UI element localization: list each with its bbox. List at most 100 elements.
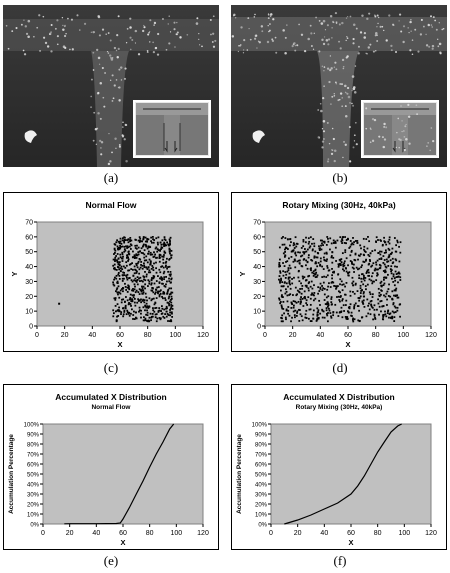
data-point — [339, 236, 342, 239]
data-point — [321, 276, 324, 278]
data-point — [289, 293, 292, 296]
x-tick-label: 40 — [320, 530, 328, 537]
data-point — [339, 291, 341, 294]
data-point — [390, 272, 393, 275]
data-point — [126, 256, 128, 259]
data-point — [145, 302, 148, 305]
data-point — [303, 252, 306, 255]
data-point — [148, 269, 151, 272]
data-point — [330, 316, 333, 319]
data-point — [396, 265, 398, 268]
data-point — [284, 292, 287, 295]
particle — [117, 47, 120, 50]
data-point — [125, 313, 128, 316]
data-point — [282, 252, 285, 255]
particle — [331, 37, 333, 39]
data-point — [367, 304, 370, 307]
data-point — [395, 276, 398, 278]
data-point — [399, 276, 402, 279]
data-point — [345, 317, 348, 320]
data-point — [145, 266, 148, 269]
data-point — [146, 261, 149, 264]
particle — [326, 24, 329, 27]
data-point — [121, 277, 124, 280]
particle — [93, 111, 96, 114]
data-point — [376, 259, 379, 262]
particle — [319, 102, 322, 105]
data-point — [319, 286, 322, 289]
data-point — [120, 313, 122, 315]
data-point — [170, 254, 173, 257]
y-tick-label: 70% — [255, 453, 268, 459]
particle — [272, 18, 275, 21]
data-point — [159, 317, 162, 320]
data-point — [153, 255, 156, 258]
data-point — [166, 313, 169, 315]
data-point — [125, 274, 128, 277]
data-point — [336, 285, 339, 288]
data-point — [131, 280, 134, 283]
data-point — [152, 256, 155, 258]
data-point — [300, 282, 302, 285]
particle — [339, 92, 343, 95]
data-point — [289, 238, 291, 241]
data-point — [332, 311, 335, 313]
data-point — [131, 300, 134, 303]
particle — [430, 15, 432, 18]
data-point — [352, 318, 354, 321]
data-point — [140, 316, 142, 319]
data-point — [113, 297, 116, 300]
particle — [390, 49, 393, 52]
particle — [107, 32, 110, 34]
data-point — [304, 241, 307, 244]
particle — [100, 147, 102, 149]
data-point — [162, 258, 165, 261]
data-point — [170, 256, 173, 259]
data-point — [321, 316, 324, 319]
data-point — [128, 277, 130, 280]
data-point — [280, 279, 282, 282]
data-point — [126, 245, 129, 248]
data-point — [152, 275, 155, 277]
data-point — [365, 315, 368, 318]
inset-schematic — [133, 100, 211, 158]
particle — [137, 53, 141, 56]
data-point — [388, 283, 390, 286]
y-tick-label: 0% — [258, 523, 267, 529]
data-point — [382, 316, 385, 318]
data-point — [290, 301, 293, 304]
particle — [240, 44, 242, 46]
data-point — [123, 238, 126, 241]
data-point — [145, 306, 148, 309]
data-point — [166, 290, 169, 293]
particle — [419, 33, 423, 36]
data-point — [391, 310, 394, 313]
data-point — [335, 286, 338, 289]
data-point — [150, 278, 153, 281]
data-point — [153, 282, 156, 285]
data-point — [129, 263, 132, 265]
data-point — [123, 277, 125, 280]
data-point — [304, 297, 307, 300]
data-point — [116, 303, 119, 306]
particle — [365, 107, 368, 110]
data-point — [389, 253, 392, 255]
data-point — [372, 318, 375, 321]
data-point — [164, 297, 166, 300]
data-point — [326, 236, 329, 238]
data-point — [306, 261, 309, 264]
particle — [296, 44, 299, 47]
data-point — [309, 245, 312, 248]
particle — [152, 50, 156, 54]
particle — [331, 127, 334, 130]
particle — [111, 74, 114, 77]
data-point — [285, 308, 288, 311]
x-tick-label: 0 — [35, 332, 39, 339]
data-point — [278, 264, 281, 267]
data-point — [282, 270, 285, 273]
data-point — [305, 317, 308, 319]
particle — [268, 29, 271, 32]
particle — [346, 37, 349, 39]
data-point — [375, 279, 378, 282]
data-point — [137, 253, 140, 256]
